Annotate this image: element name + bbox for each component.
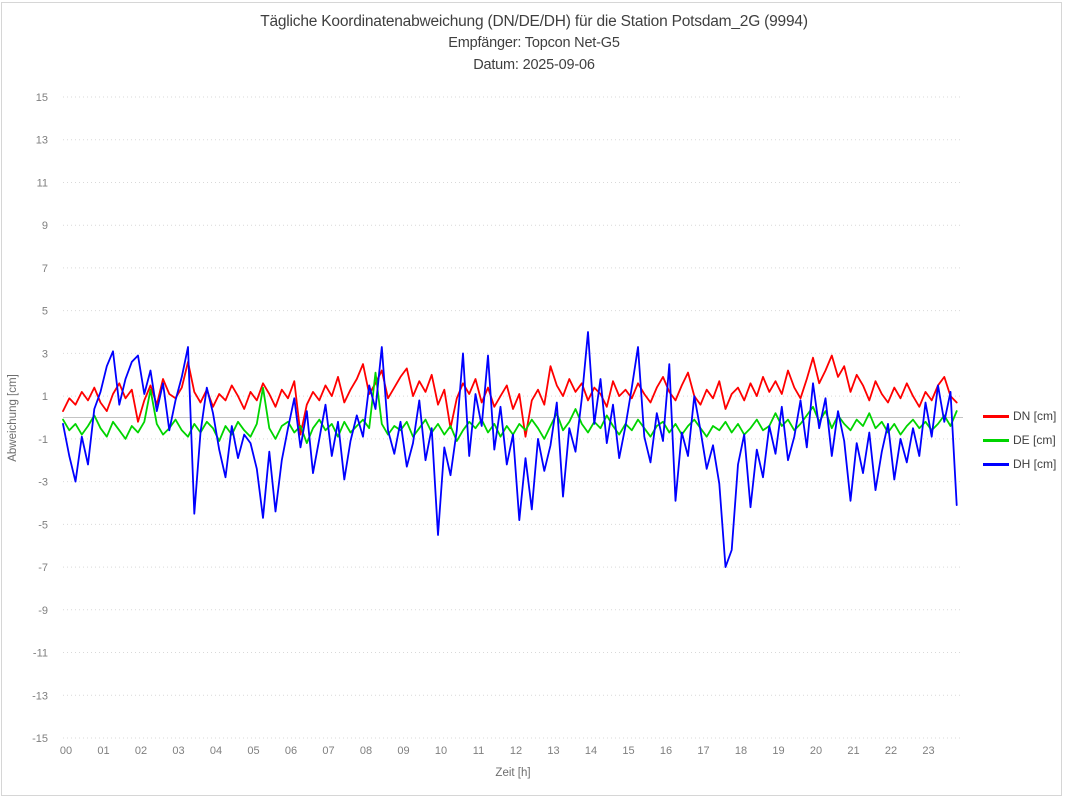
chart-subtitle-receiver: Empfänger: Topcon Net-G5 — [448, 35, 620, 52]
x-tick-label: 20 — [810, 745, 822, 757]
y-tick-label: 1 — [42, 391, 48, 403]
y-tick-label: 13 — [36, 135, 48, 147]
x-tick-label: 00 — [60, 745, 72, 757]
x-tick-label: 10 — [435, 745, 447, 757]
y-tick-label: -1 — [38, 434, 48, 446]
x-axis-label: Zeit [h] — [495, 767, 531, 779]
legend-label-de: DE [cm] — [1013, 433, 1056, 447]
x-tick-label: 11 — [473, 745, 484, 757]
x-tick-label: 17 — [697, 745, 709, 757]
x-tick-label: 18 — [735, 745, 747, 757]
x-tick-label: 19 — [772, 745, 784, 757]
chart-title: Tägliche Koordinatenabweichung (DN/DE/DH… — [260, 13, 808, 30]
legend-item-dn: DN [cm] — [983, 404, 1065, 428]
legend-item-de: DE [cm] — [983, 428, 1065, 452]
y-tick-label: 3 — [42, 348, 48, 360]
x-tick-label: 04 — [210, 745, 222, 757]
y-tick-label: -5 — [38, 519, 48, 531]
x-tick-label: 22 — [885, 745, 897, 757]
chart-subtitle-date: Datum: 2025-09-06 — [473, 57, 595, 73]
y-tick-label: 5 — [42, 306, 48, 318]
series-line-de — [62, 371, 958, 445]
chart-header: Tägliche Koordinatenabweichung (DN/DE/DH… — [0, 10, 1068, 77]
x-tick-label: 03 — [172, 745, 184, 757]
x-tick-label: 13 — [547, 745, 559, 757]
x-tick-label: 16 — [660, 745, 672, 757]
dn-line-swatch-icon — [983, 414, 1009, 418]
y-tick-label: -13 — [32, 690, 48, 702]
x-tick-label: 01 — [97, 745, 109, 757]
x-tick-label: 07 — [322, 745, 334, 757]
y-tick-label: 9 — [42, 220, 48, 232]
x-tick-label: 23 — [922, 745, 934, 757]
x-tick-label: 12 — [510, 745, 522, 757]
series-line-dh — [62, 331, 958, 568]
dh-line-swatch-icon — [983, 462, 1009, 466]
y-tick-label: -9 — [38, 605, 48, 617]
x-tick-label: 06 — [285, 745, 297, 757]
legend-label-dn: DN [cm] — [1013, 409, 1057, 423]
x-tick-label: 15 — [622, 745, 634, 757]
y-tick-label: 11 — [37, 177, 48, 189]
y-tick-label: 7 — [42, 263, 48, 275]
x-tick-label: 21 — [847, 745, 859, 757]
y-tick-label: -7 — [38, 562, 48, 574]
y-axis-label: Abweichung [cm] — [7, 374, 19, 462]
x-tick-label: 08 — [360, 745, 372, 757]
x-tick-label: 02 — [135, 745, 147, 757]
de-line-swatch-icon — [983, 438, 1009, 442]
x-tick-label: 05 — [247, 745, 259, 757]
series-line-dn — [62, 354, 958, 438]
x-tick-label: 14 — [585, 745, 597, 757]
x-tick-label: 09 — [397, 745, 409, 757]
y-tick-label: -3 — [38, 477, 48, 489]
legend-label-dh: DH [cm] — [1013, 457, 1057, 471]
y-tick-label: 15 — [36, 92, 48, 104]
legend-item-dh: DH [cm] — [983, 452, 1065, 476]
legend: DN [cm] DE [cm] DH [cm] — [983, 404, 1065, 476]
y-tick-label: -11 — [33, 648, 48, 660]
y-tick-label: -15 — [32, 733, 48, 745]
